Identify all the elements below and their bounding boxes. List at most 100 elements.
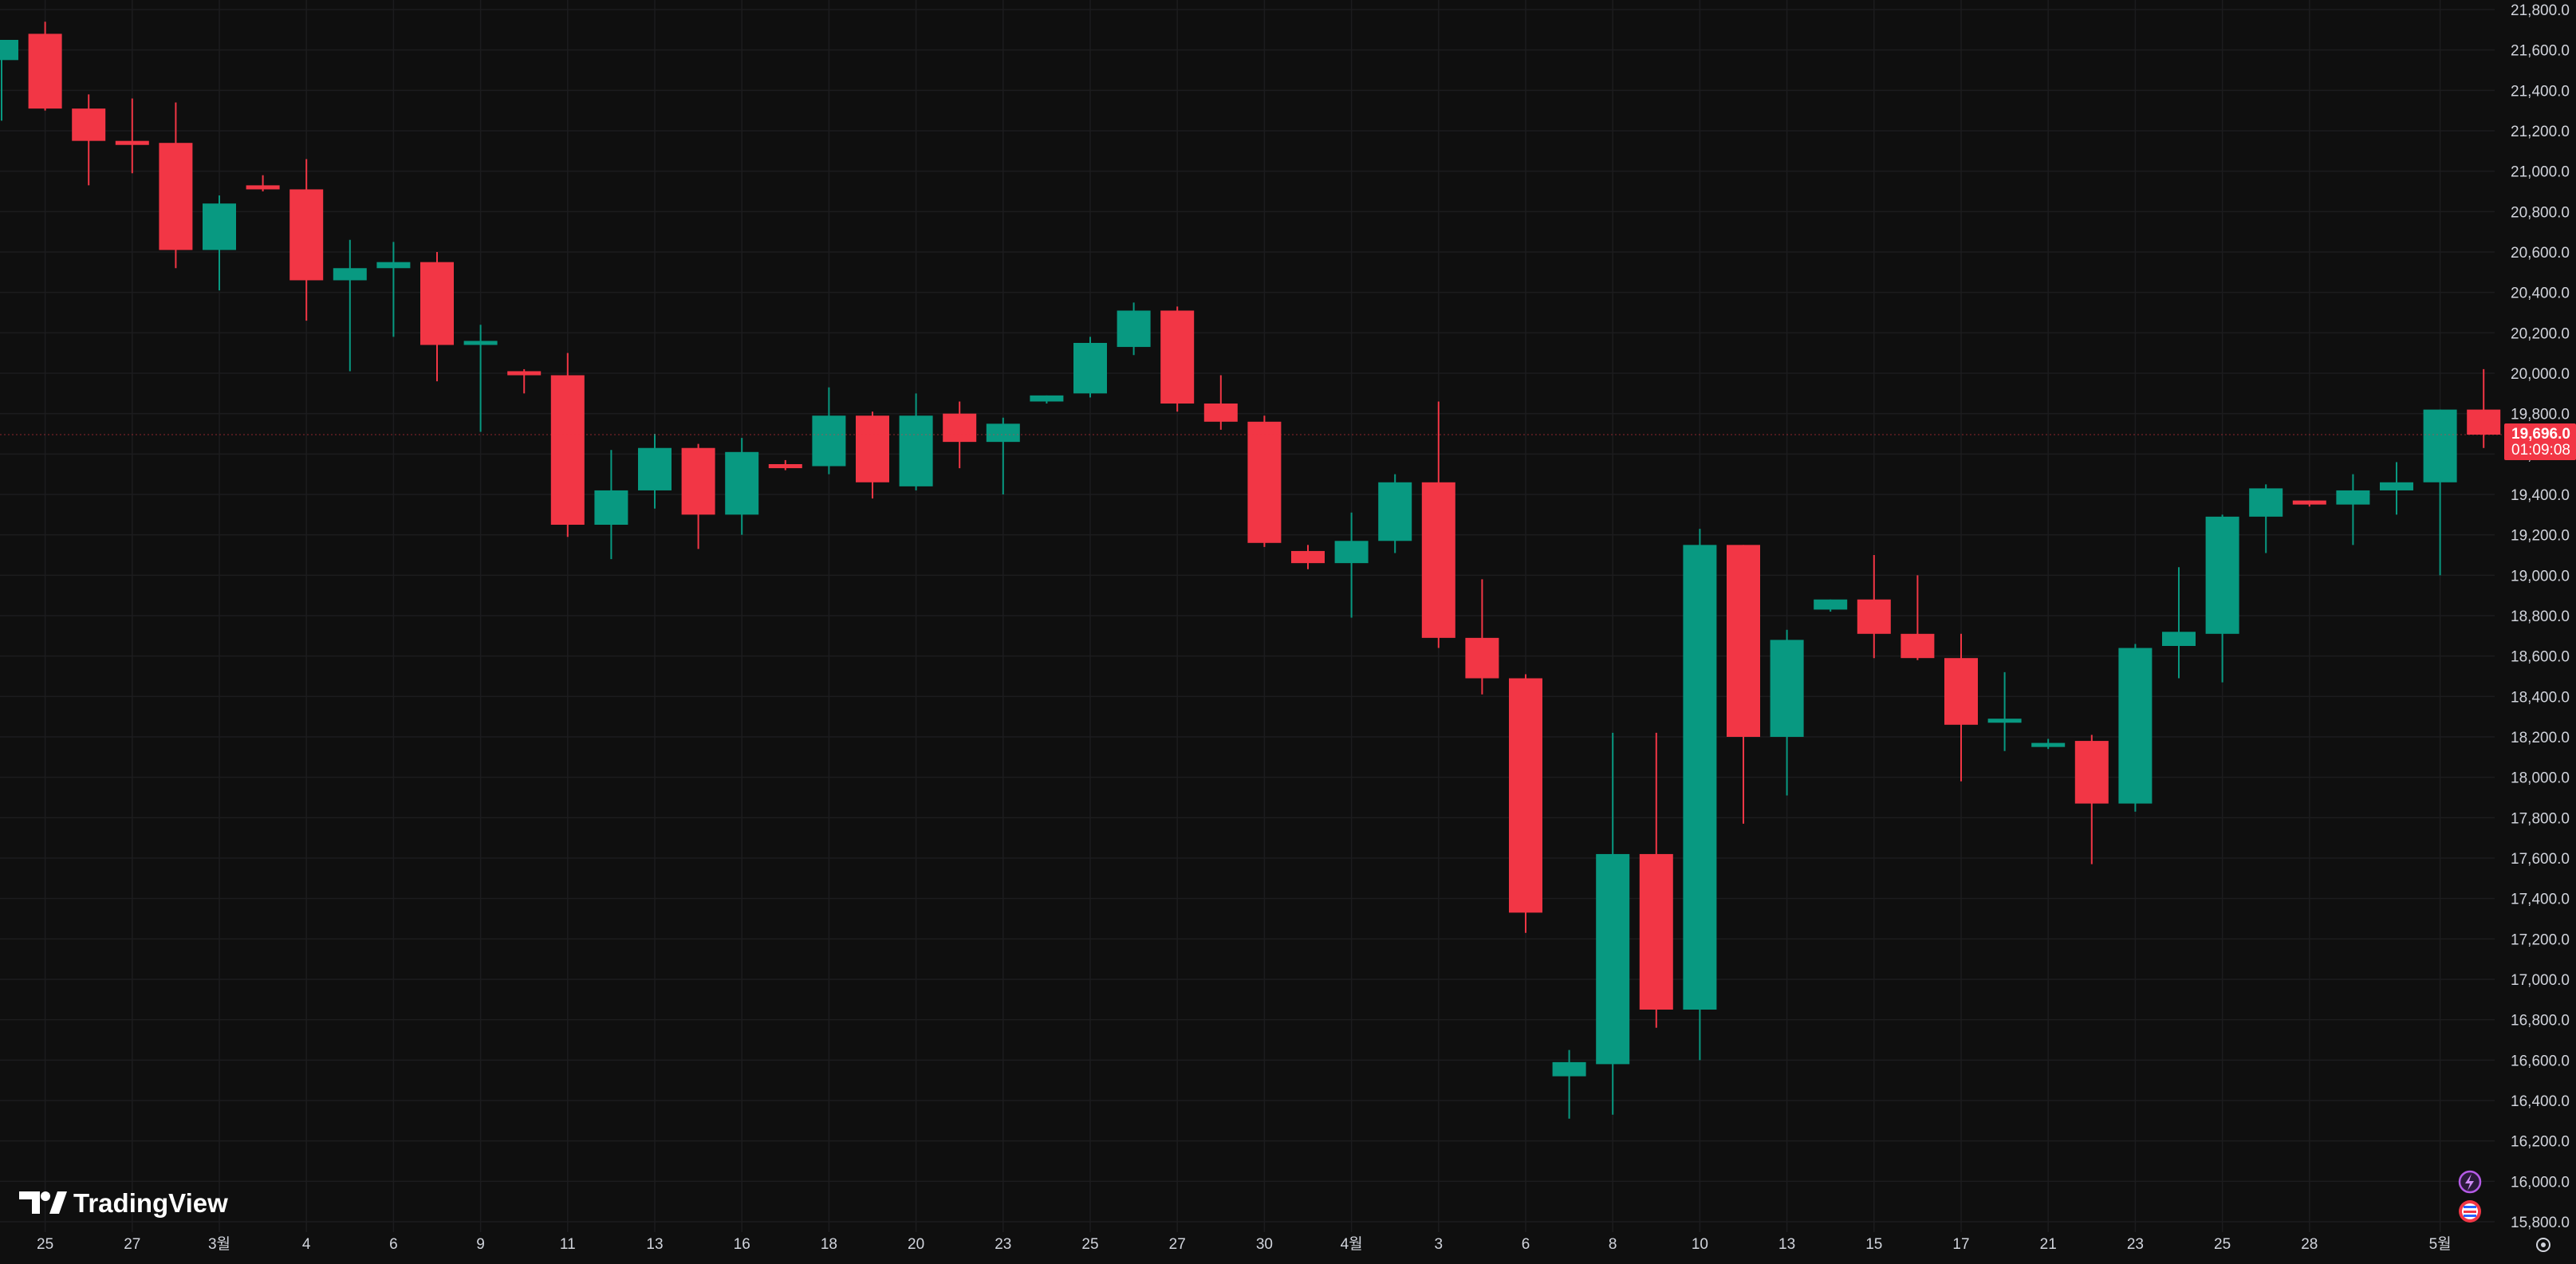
candle[interactable] (1552, 1049, 1586, 1119)
price-tick-label: 17,000.0 (2511, 972, 2570, 989)
candle[interactable] (1683, 529, 1717, 1061)
settings-gear-icon[interactable] (2536, 1238, 2550, 1252)
candle-body (1247, 421, 1282, 543)
candle[interactable] (1944, 633, 1978, 782)
candle[interactable] (1247, 415, 1282, 547)
candle[interactable] (1073, 337, 1107, 398)
candle[interactable] (507, 368, 542, 394)
candle[interactable] (986, 417, 1020, 494)
candle-body (1727, 545, 1760, 737)
candle[interactable] (1596, 732, 1630, 1115)
candle[interactable] (1334, 512, 1369, 618)
candle[interactable] (1639, 732, 1673, 1028)
candle[interactable] (1509, 674, 1542, 933)
candle[interactable] (72, 94, 106, 186)
candle[interactable] (550, 352, 585, 537)
candle[interactable] (1465, 579, 1499, 695)
candle-body (1465, 637, 1499, 679)
candle[interactable] (2292, 500, 2326, 507)
candle[interactable] (376, 242, 411, 337)
price-tick-label: 17,600.0 (2511, 851, 2570, 868)
candle[interactable] (333, 239, 367, 372)
candle[interactable] (2423, 409, 2457, 576)
candle[interactable] (2205, 514, 2239, 683)
bar-countdown: 01:09:08 (2511, 442, 2570, 459)
candle[interactable] (2249, 484, 2283, 553)
candle[interactable] (812, 387, 846, 474)
candle-body (1117, 310, 1151, 348)
candle-body (1030, 395, 1064, 402)
candle[interactable] (1291, 545, 1325, 569)
candle-body (1900, 633, 1935, 659)
candle-body (507, 371, 542, 376)
candle[interactable] (1987, 671, 2022, 751)
candle[interactable] (594, 450, 628, 560)
candle[interactable] (1727, 545, 1760, 824)
candle[interactable] (1378, 474, 1412, 553)
candle[interactable] (1857, 555, 1891, 659)
price-tick-label: 21,600.0 (2511, 43, 2570, 60)
candle[interactable] (2031, 738, 2066, 750)
candle[interactable] (463, 325, 498, 432)
date-tick-label: 18 (821, 1236, 837, 1253)
last-price-label: 19,696.0 (2511, 426, 2570, 443)
price-tick-label: 18,400.0 (2511, 689, 2570, 706)
tradingview-logo[interactable]: TradingView (19, 1188, 228, 1218)
date-tick-label: 3월 (208, 1235, 230, 1253)
candle[interactable] (1203, 375, 1238, 430)
candle-body (1160, 310, 1195, 404)
candle[interactable] (203, 195, 236, 291)
candle[interactable] (2118, 644, 2153, 812)
candle[interactable] (768, 459, 802, 471)
candle[interactable] (1117, 302, 1151, 356)
price-tick-label: 20,200.0 (2511, 325, 2570, 342)
candle[interactable] (725, 438, 759, 535)
candle[interactable] (1770, 629, 1804, 796)
candle[interactable] (1030, 395, 1064, 404)
date-tick-label: 3 (1435, 1236, 1444, 1253)
us-flag-icon[interactable] (2459, 1200, 2481, 1223)
candle[interactable] (2467, 368, 2501, 448)
candle[interactable] (159, 102, 193, 269)
candle[interactable] (2162, 567, 2196, 679)
price-tick-label: 20,800.0 (2511, 204, 2570, 221)
candle-body (725, 451, 759, 515)
candle-body (72, 108, 106, 141)
candle[interactable] (1900, 575, 1935, 660)
candle-body (2031, 742, 2066, 747)
candle-body (1944, 658, 1978, 725)
candle[interactable] (1160, 306, 1195, 412)
candle-body (550, 375, 585, 525)
date-tick-label: 20 (908, 1236, 924, 1253)
candle[interactable] (420, 252, 454, 382)
candle[interactable] (681, 443, 715, 549)
candle-body (1509, 678, 1542, 913)
candles[interactable] (0, 22, 2501, 1119)
candle[interactable] (638, 434, 672, 509)
candle-body (376, 262, 411, 269)
candle-body (1683, 545, 1717, 1010)
candle[interactable] (2380, 462, 2413, 515)
candle-body (2292, 500, 2326, 505)
candle-body (463, 341, 498, 345)
time-axis[interactable]: 25 27 3월 4 6 9 11 13 16 18 20 23 25 27 30 4월 3 6 8 10 13 15 17… (37, 1235, 2452, 1253)
price-tick-label: 19,200.0 (2511, 528, 2570, 545)
candle[interactable] (856, 411, 889, 499)
candle[interactable] (0, 40, 18, 121)
candle[interactable] (246, 175, 280, 191)
candle[interactable] (943, 401, 977, 469)
candle[interactable] (290, 159, 324, 321)
candle[interactable] (115, 98, 149, 174)
candle[interactable] (2074, 734, 2109, 864)
candle[interactable] (899, 393, 933, 490)
candle[interactable] (2336, 474, 2370, 545)
candle-body (1596, 853, 1630, 1065)
candle-body (943, 413, 977, 443)
candle-body (1639, 853, 1673, 1010)
candle-body (812, 415, 846, 467)
candle[interactable] (1814, 599, 1848, 612)
candle[interactable] (28, 22, 62, 111)
candle[interactable] (1421, 401, 1455, 648)
lightning-icon[interactable] (2458, 1170, 2482, 1194)
